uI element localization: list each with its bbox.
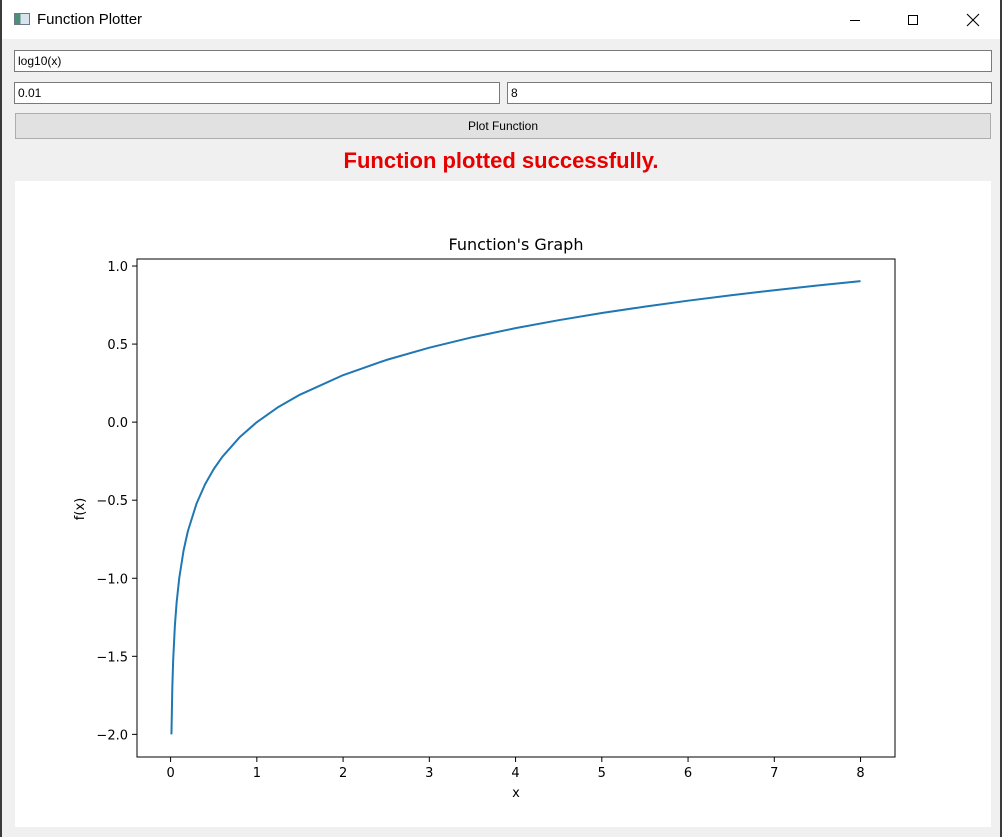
x-tick-label: 5 [598, 766, 606, 781]
maximize-icon [908, 14, 918, 25]
x-tick-label: 1 [253, 766, 261, 781]
plot-frame [136, 258, 896, 758]
title-bar[interactable]: Function Plotter [2, 0, 1000, 39]
x-tick-label: 0 [166, 766, 174, 781]
series-line-log10 [170, 280, 861, 735]
x-tick-label: 4 [511, 766, 519, 781]
x-tick-label: 8 [856, 766, 864, 781]
maximize-button[interactable] [890, 0, 936, 39]
min-x-input[interactable] [14, 82, 500, 104]
y-tick-label: −1.5 [96, 650, 128, 665]
function-graph-chart: Function's Graph x f(x) 0 1 2 3 4 5 6 7 8 −2.0 −1.… [73, 235, 896, 801]
max-x-input[interactable] [507, 82, 992, 104]
close-icon [966, 13, 980, 26]
x-tick-label: 7 [770, 766, 778, 781]
chart-title: Function's Graph [449, 235, 584, 254]
function-input[interactable] [14, 50, 992, 72]
app-window-icon [14, 13, 30, 25]
y-tick-label: −2.0 [96, 728, 128, 743]
status-message: Function plotted successfully. [343, 148, 659, 173]
y-tick-label: −1.0 [96, 572, 128, 587]
window-title: Function Plotter [37, 11, 143, 28]
x-tick-label: 6 [684, 766, 692, 781]
y-tick-label: −0.5 [96, 494, 128, 509]
x-tick-label: 2 [339, 766, 347, 781]
y-tick-label: 1.0 [107, 260, 128, 275]
close-button[interactable] [950, 0, 996, 39]
y-tick-label: 0.5 [107, 338, 128, 353]
y-axis-label: f(x) [73, 498, 88, 520]
y-tick-label: 0.0 [107, 416, 128, 431]
minimize-button[interactable] [832, 0, 878, 39]
x-tick-label: 3 [425, 766, 433, 781]
plot-function-button[interactable]: Plot Function [15, 113, 991, 139]
minimize-icon [850, 19, 860, 21]
x-axis-label: x [512, 786, 520, 801]
plot-canvas: Function's Graph x f(x) 0 1 2 3 4 5 6 7 8 −2.0 −1.… [15, 181, 991, 827]
